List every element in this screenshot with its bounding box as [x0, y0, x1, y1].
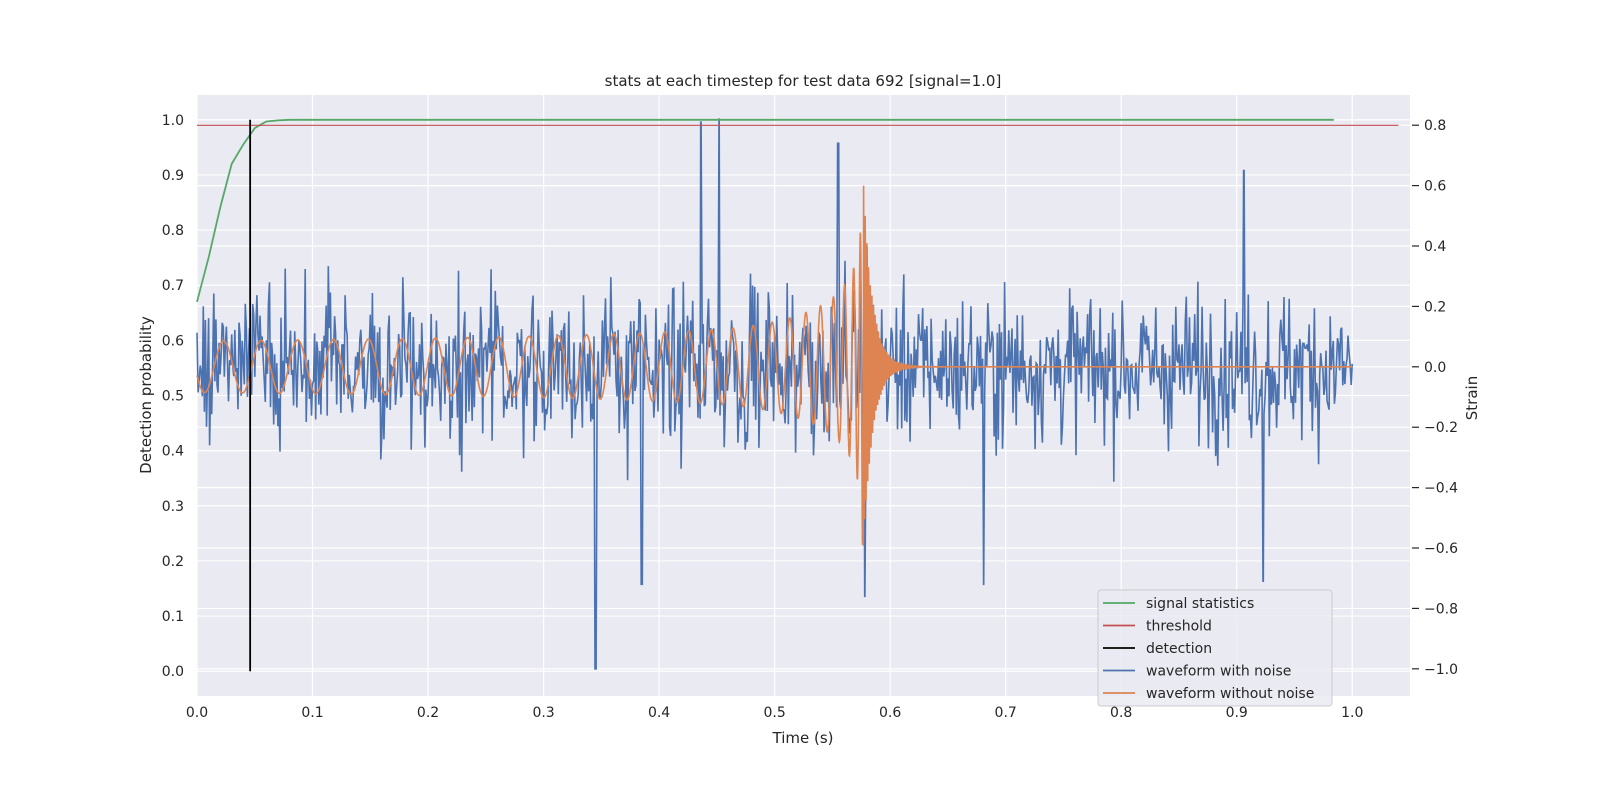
legend-label: threshold: [1146, 619, 1212, 635]
y-left-tick-label: 0.5: [162, 389, 184, 405]
signal-statistics-line: [196, 118, 1334, 303]
y-right-tick-label: −0.8: [1424, 601, 1458, 617]
y-left-tick-label: 0.1: [162, 609, 184, 625]
legend-label: waveform with noise: [1146, 664, 1291, 680]
x-tick-label: 0.3: [532, 705, 554, 721]
waveform-without-noise-line: [196, 185, 1353, 547]
y-left-tick-label: 0.3: [162, 499, 184, 515]
legend-label: detection: [1146, 641, 1212, 657]
series-layer: [196, 118, 1399, 672]
x-tick-label: 0.2: [417, 705, 439, 721]
y-right-tick-label: −1.0: [1424, 662, 1458, 678]
chart-title: stats at each timestep for test data 692…: [605, 72, 1002, 90]
y-left-tick-label: 1.0: [162, 113, 184, 129]
y-left-tick-label: 0.6: [162, 333, 184, 349]
x-tick-label: 0.6: [879, 705, 901, 721]
x-tick-label: 1.0: [1341, 705, 1363, 721]
x-tick-label: 0.8: [1110, 705, 1132, 721]
y-right-tick-label: 0.0: [1424, 360, 1446, 376]
x-tick-label: 0.0: [186, 705, 208, 721]
y-right-tick-label: 0.2: [1424, 299, 1446, 315]
axes: 0.0 0.1 0.2 0.3 0.4 0.5 0.6 0.7 0.8 0.9 1.0 0.0 0.1 0…: [162, 113, 1458, 721]
x-tick-label: 0.7: [995, 705, 1017, 721]
y-left-tick-label: 0.8: [162, 223, 184, 239]
y-left-tick-label: 0.4: [162, 444, 184, 460]
x-tick-label: 0.1: [301, 705, 323, 721]
y-right-tick-label: 0.6: [1424, 179, 1446, 195]
x-tick-label: 0.5: [763, 705, 785, 721]
x-axis-label: Time (s): [772, 729, 834, 747]
y-right-tick-label: 0.8: [1424, 118, 1446, 134]
y-right-tick-label: −0.6: [1424, 541, 1458, 557]
x-tick-label: 0.4: [648, 705, 670, 721]
legend-label: signal statistics: [1146, 596, 1254, 612]
y-left-tick-label: 0.9: [162, 168, 184, 184]
y-right-tick-label: −0.4: [1424, 481, 1458, 497]
y-left-tick-label: 0.0: [162, 664, 184, 680]
legend-box: [1097, 589, 1333, 707]
y-axis-left-label: Detection probability: [137, 316, 155, 474]
x-tick-label: 0.9: [1226, 705, 1248, 721]
legend-label: waveform without noise: [1146, 686, 1314, 702]
y-left-tick-label: 0.2: [162, 554, 184, 570]
y-axis-right-label: Strain: [1463, 376, 1481, 420]
y-left-tick-label: 0.7: [162, 278, 184, 294]
y-right-tick-label: −0.2: [1424, 420, 1458, 436]
legend: signal statistics threshold detection wavef…: [1097, 589, 1333, 707]
y-right-tick-label: 0.4: [1424, 239, 1446, 255]
